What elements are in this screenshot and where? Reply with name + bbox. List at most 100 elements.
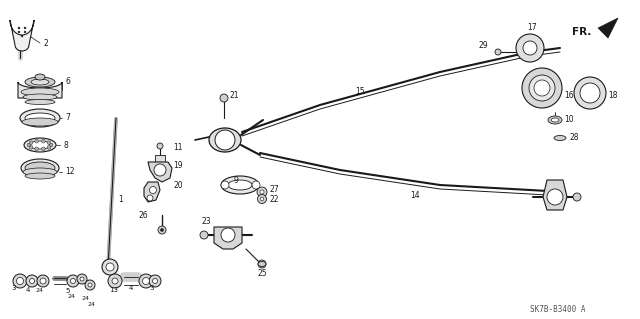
Circle shape (102, 259, 118, 275)
Circle shape (200, 231, 208, 239)
Circle shape (27, 143, 31, 147)
Text: 24: 24 (81, 296, 89, 301)
Text: 13: 13 (109, 287, 118, 293)
Ellipse shape (22, 118, 58, 126)
Polygon shape (10, 20, 34, 51)
Circle shape (106, 263, 114, 271)
Ellipse shape (25, 173, 55, 179)
Circle shape (522, 68, 562, 108)
Circle shape (573, 193, 581, 201)
Circle shape (42, 139, 45, 143)
Circle shape (80, 277, 84, 281)
Text: 3: 3 (150, 285, 154, 291)
Circle shape (152, 278, 157, 284)
Circle shape (516, 34, 544, 62)
Circle shape (49, 143, 53, 147)
Circle shape (37, 275, 49, 287)
Text: 25: 25 (257, 269, 267, 278)
Text: 19: 19 (173, 160, 182, 169)
Circle shape (257, 195, 266, 204)
Ellipse shape (25, 100, 55, 105)
Text: SK7B-B3400 A: SK7B-B3400 A (530, 306, 586, 315)
Circle shape (108, 274, 122, 288)
Text: 27: 27 (270, 186, 280, 195)
Polygon shape (598, 18, 618, 38)
Circle shape (147, 195, 153, 201)
Circle shape (18, 27, 20, 29)
Text: 20: 20 (173, 181, 182, 189)
Ellipse shape (25, 113, 55, 123)
Polygon shape (214, 227, 242, 249)
Text: 26: 26 (138, 211, 148, 219)
Text: 29: 29 (478, 41, 488, 50)
Polygon shape (144, 182, 160, 202)
Circle shape (67, 275, 79, 287)
Text: 18: 18 (608, 92, 618, 100)
Ellipse shape (21, 88, 59, 96)
Circle shape (88, 283, 92, 287)
Circle shape (523, 41, 537, 55)
Circle shape (220, 94, 228, 102)
Ellipse shape (23, 94, 57, 100)
Circle shape (260, 190, 264, 194)
Text: 3: 3 (12, 285, 16, 291)
Ellipse shape (21, 159, 59, 177)
Circle shape (70, 278, 76, 284)
Circle shape (257, 187, 267, 197)
Polygon shape (155, 155, 165, 162)
Ellipse shape (31, 79, 49, 85)
Polygon shape (543, 180, 567, 210)
Ellipse shape (258, 262, 266, 266)
Circle shape (260, 197, 264, 201)
Ellipse shape (29, 141, 51, 149)
Polygon shape (148, 162, 172, 182)
Text: 24: 24 (88, 302, 96, 308)
Circle shape (547, 189, 563, 205)
Circle shape (47, 145, 51, 149)
Circle shape (529, 75, 555, 101)
Circle shape (158, 226, 166, 234)
Polygon shape (18, 82, 62, 98)
Text: 1: 1 (118, 196, 123, 204)
Circle shape (29, 145, 33, 149)
Circle shape (42, 147, 45, 151)
Circle shape (35, 147, 38, 151)
Circle shape (17, 278, 24, 285)
Text: 10: 10 (564, 115, 573, 124)
Text: 4: 4 (129, 285, 133, 291)
Circle shape (252, 181, 260, 189)
Text: 21: 21 (229, 92, 239, 100)
Circle shape (85, 280, 95, 290)
Circle shape (258, 260, 266, 268)
Text: 2: 2 (43, 39, 48, 48)
Circle shape (161, 228, 163, 232)
Text: 9: 9 (234, 176, 239, 185)
Circle shape (534, 80, 550, 96)
Text: 22: 22 (270, 195, 280, 204)
Ellipse shape (209, 128, 241, 152)
Circle shape (24, 31, 26, 33)
Ellipse shape (25, 162, 55, 174)
Ellipse shape (23, 168, 57, 176)
Text: 5: 5 (66, 288, 70, 294)
Text: 16: 16 (564, 92, 573, 100)
Circle shape (221, 181, 229, 189)
Ellipse shape (551, 118, 559, 122)
Circle shape (150, 187, 157, 194)
Circle shape (495, 49, 501, 55)
Ellipse shape (20, 109, 60, 127)
Text: 28: 28 (570, 133, 579, 143)
Circle shape (18, 31, 20, 33)
Text: 4: 4 (26, 287, 30, 293)
Circle shape (35, 139, 38, 143)
Circle shape (574, 77, 606, 109)
Circle shape (13, 274, 27, 288)
Ellipse shape (228, 180, 252, 190)
Circle shape (149, 275, 161, 287)
Ellipse shape (221, 176, 259, 194)
Text: 24: 24 (68, 294, 76, 300)
Text: 24: 24 (36, 288, 44, 293)
Text: 11: 11 (173, 144, 182, 152)
Ellipse shape (25, 77, 55, 87)
Text: FR.: FR. (572, 27, 591, 37)
